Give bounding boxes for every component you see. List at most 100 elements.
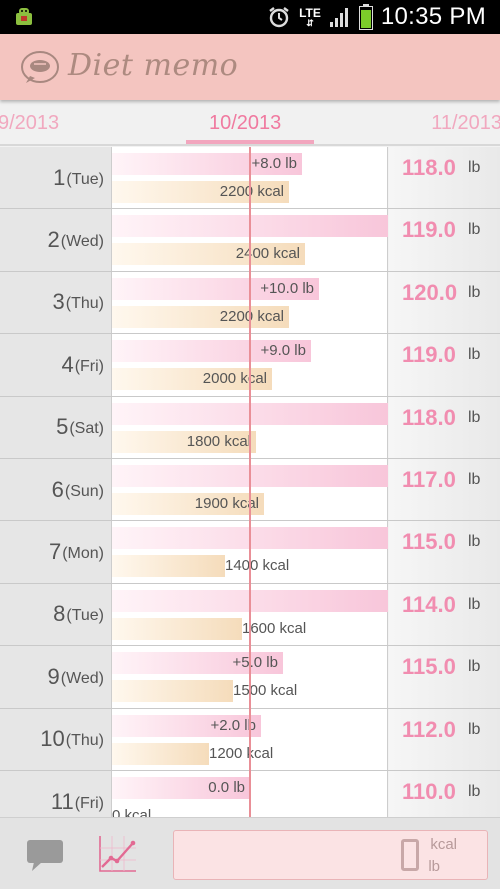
network-type: LTE [299,5,321,20]
weight-cell: 118.0 lb [389,396,500,458]
line-graph-icon[interactable] [97,834,137,874]
day-weekday: (Wed) [60,233,104,251]
calorie-label: 1500 kcal [233,682,298,700]
signal-icon [329,8,348,27]
day-label: 11 (Fri) [0,771,112,817]
weight-change-bar [112,777,250,799]
weight-unit: lb [468,658,481,676]
android-notification-icon [16,8,32,25]
day-label: 1 (Tue) [0,147,112,209]
weight-change-bar [112,277,319,300]
day-weekday: (Wed) [60,669,104,687]
day-label: 4 (Fri) [0,334,112,396]
app-title: Diet memo [68,48,239,83]
calorie-bar [112,493,264,515]
network-indicator: LTE ⇵ [299,7,321,28]
day-weekday: (Fri) [74,794,104,812]
calorie-bar [112,243,305,266]
weight-cell: 120.0 lb [389,271,500,334]
day-number: 9 [47,663,60,689]
clock-time: 10:35 PM [380,3,486,30]
weight-value: 115.0 [402,654,456,680]
calorie-label: 1600 kcal [242,619,307,637]
weight-unit: lb [468,783,481,800]
weight-value: 119.0 [402,217,456,243]
weight-unit: lb [468,595,481,613]
current-month-indicator [186,140,314,144]
weight-unit: lb [468,159,481,176]
day-graph: 1900 kcal [112,459,388,521]
calorie-bar [112,368,272,391]
day-number: 7 [48,539,62,565]
day-label: 6 (Sun) [0,459,112,521]
calorie-label: 1200 kcal [209,744,274,762]
weight-cell: 115.0 lb [389,521,500,583]
day-label: 8 (Tue) [0,583,112,646]
calorie-bar [112,430,256,453]
day-number: 10 [40,726,65,752]
calorie-bar [112,305,289,328]
calorie-label: 0 kcal [112,807,152,817]
day-row[interactable]: 7 (Mon) 1400 kcal 115.0 lb [0,521,500,584]
summary-unit-kcal: kcal [430,836,457,853]
day-number: 1 [53,164,66,190]
day-graph: 1400 kcal [112,521,388,583]
calorie-bar [112,742,209,765]
calorie-bar [112,555,225,578]
chat-bubble-icon[interactable] [26,838,64,872]
summary-panel[interactable]: 0 kcal lb [173,830,488,880]
weight-value: 117.0 [402,467,456,492]
day-weekday: (Thu) [65,732,104,750]
weight-value: 118.0 [402,155,456,180]
weight-unit: lb [468,346,481,364]
day-weekday: (Sun) [64,482,104,500]
day-weekday: (Tue) [66,170,104,188]
day-row[interactable]: 6 (Sun) 1900 kcal 117.0 lb [0,459,500,522]
bottom-bar: 0 kcal lb [0,817,500,889]
calorie-bar [112,181,289,203]
weight-change-bar [112,153,302,175]
weight-unit: lb [468,471,481,488]
calorie-bar [112,617,242,640]
weight-change-label: +5.0 lb [232,654,278,672]
day-weekday: (Tue) [66,607,104,625]
weight-cell: 119.0 lb [389,334,500,396]
tab-next-month[interactable]: 11/2013 [431,112,500,134]
calorie-label: 2000 kcal [202,370,267,388]
data-arrows-icon: ⇵ [306,17,314,28]
day-number: 8 [53,601,66,627]
weight-unit: lb [468,720,481,738]
day-label: 10 (Thu) [0,708,112,770]
battery-icon [358,4,373,30]
weight-change-bar [112,714,261,737]
day-label: 7 (Mon) [0,521,112,583]
alarm-icon [269,7,289,28]
weight-value: 120.0 [402,279,458,305]
day-number: 2 [47,227,60,253]
weight-change-label: +8.0 lb [251,155,297,172]
calorie-label: 1800 kcal [186,432,251,450]
weight-change-bar [112,340,311,363]
weight-change-bar [112,652,283,675]
day-number: 4 [61,351,74,377]
weight-unit: lb [468,283,481,301]
day-label: 2 (Wed) [0,209,112,271]
weight-change-label: +9.0 lb [260,342,306,360]
tab-current-month[interactable]: 10/2013 [209,112,282,134]
lcd-digit: 0 [401,839,419,871]
weight-cell: 110.0 lb [389,771,500,817]
day-weekday: (Sat) [69,420,104,438]
summary-unit-lb: lb [428,858,440,875]
weight-change-label: +2.0 lb [210,716,256,734]
weight-cell: 112.0 lb [389,708,500,770]
calorie-label: 2400 kcal [235,245,300,263]
calorie-label: 2200 kcal [219,307,284,325]
day-number: 6 [51,476,64,502]
weight-unit: lb [468,533,481,551]
day-weekday: (Thu) [65,295,104,313]
weight-value: 110.0 [402,779,456,804]
day-label: 9 (Wed) [0,646,112,708]
tab-prev-month[interactable]: 9/2013 [0,112,60,134]
day-label: 5 (Sat) [0,396,112,458]
weight-change-label: +10.0 lb [260,279,314,297]
